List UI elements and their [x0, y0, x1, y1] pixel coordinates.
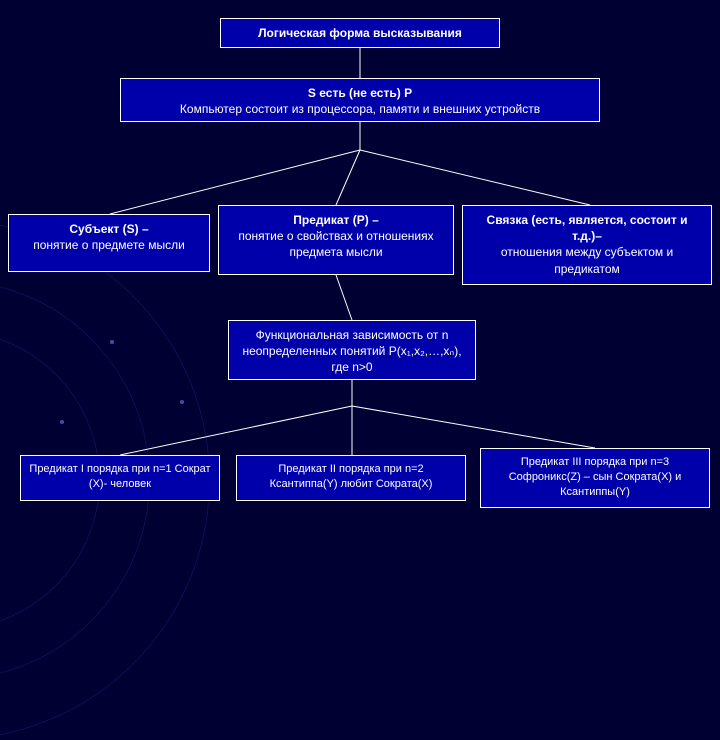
- node-p1-sub: Предикат I порядка при n=1 Сократ (X)- ч…: [29, 463, 210, 490]
- node-link: Связка (есть, является, состоит и т.д.)–…: [462, 205, 712, 285]
- bg-dot: [180, 400, 184, 404]
- bg-dot: [60, 420, 64, 424]
- node-func: Функциональная зависимость от n неопреде…: [228, 320, 476, 380]
- node-p1: Предикат I порядка при n=1 Сократ (X)- ч…: [20, 455, 220, 501]
- node-root-title: Логическая форма высказывания: [258, 26, 462, 40]
- node-example-title: S есть (не есть) P: [308, 86, 412, 100]
- node-link-title: Связка (есть, является, состоит и т.д.)–: [487, 213, 688, 243]
- node-p2-sub: Предикат II порядка при n=2 Ксантиппа(Y)…: [270, 463, 433, 490]
- node-p2: Предикат II порядка при n=2 Ксантиппа(Y)…: [236, 455, 466, 501]
- node-predicate: Предикат (P) – понятие о свойствах и отн…: [218, 205, 454, 275]
- node-subject-sub: понятие о предмете мысли: [33, 238, 185, 252]
- node-example: S есть (не есть) P Компьютер состоит из …: [120, 78, 600, 122]
- node-subject-title: Субъект (S) –: [69, 222, 148, 236]
- node-predicate-sub: понятие о свойствах и отношениях предмет…: [238, 229, 433, 259]
- node-predicate-title: Предикат (P) –: [293, 213, 379, 227]
- node-example-sub: Компьютер состоит из процессора, памяти …: [180, 102, 540, 116]
- node-root: Логическая форма высказывания: [220, 18, 500, 48]
- node-p3-sub: Предикат III порядка при n=3 Софроникс(Z…: [509, 456, 682, 498]
- node-p3: Предикат III порядка при n=3 Софроникс(Z…: [480, 448, 710, 508]
- node-func-sub: Функциональная зависимость от n неопреде…: [242, 328, 461, 374]
- node-link-sub: отношения между субъектом и предикатом: [501, 245, 673, 275]
- bg-dot: [110, 340, 114, 344]
- node-subject: Субъект (S) – понятие о предмете мысли: [8, 214, 210, 272]
